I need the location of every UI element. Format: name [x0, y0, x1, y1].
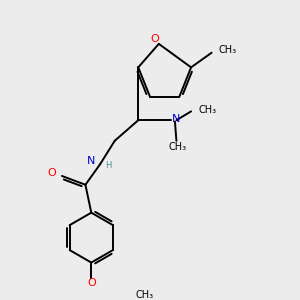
Text: CH₃: CH₃ [219, 45, 237, 55]
Text: H: H [105, 161, 112, 170]
Text: O: O [87, 278, 96, 288]
Text: O: O [150, 34, 159, 44]
Text: N: N [86, 156, 95, 166]
Text: CH₃: CH₃ [169, 142, 187, 152]
Text: CH₃: CH₃ [135, 290, 153, 300]
Text: CH₃: CH₃ [198, 105, 217, 115]
Text: O: O [47, 168, 56, 178]
Text: N: N [172, 114, 180, 124]
